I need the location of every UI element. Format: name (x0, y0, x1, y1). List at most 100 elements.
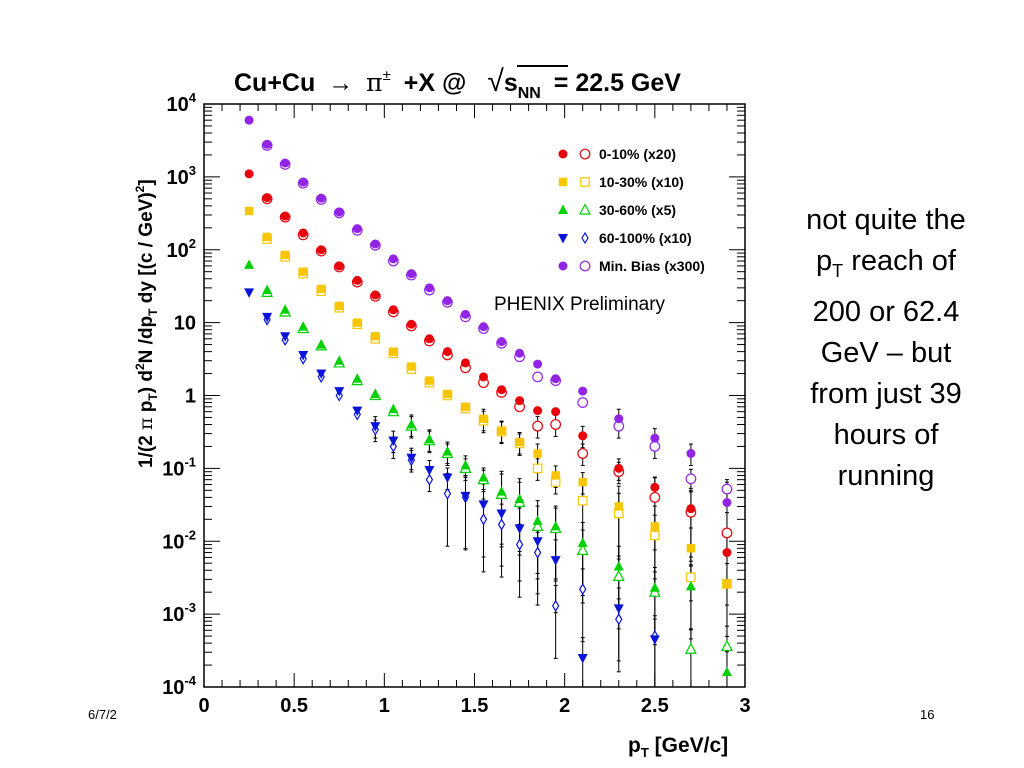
chart-title: Cu+Cu → π± +X @ √sNN = 22.5 GeV (234, 58, 681, 104)
data-point-open (721, 483, 733, 495)
data-point-filled (479, 414, 488, 423)
data-point-filled (686, 448, 696, 458)
data-point-filled (244, 169, 254, 179)
data-point-filled (650, 482, 660, 492)
data-point-open (576, 543, 589, 555)
data-point-open (685, 473, 697, 485)
data-point-filled (316, 193, 326, 203)
data-point-filled (406, 418, 417, 429)
data-point-open (531, 519, 544, 531)
data-point-filled (550, 520, 561, 531)
data-point-filled (370, 239, 380, 249)
data-point-filled (478, 471, 489, 482)
data-point-open (425, 473, 434, 486)
data-point-filled (262, 139, 272, 149)
data-point-filled (532, 515, 543, 525)
data-point-filled (650, 522, 660, 531)
data-point-filled (497, 337, 507, 347)
data-point-filled (497, 426, 506, 435)
y-tick-label: 103 (167, 163, 196, 189)
data-point-open (532, 371, 544, 383)
data-point-filled (298, 321, 309, 331)
data-point-filled (317, 284, 326, 294)
data-point-open (550, 419, 562, 430)
data-point-filled (685, 580, 696, 591)
data-point-filled (649, 635, 660, 645)
y-tick-label: 1 (185, 386, 196, 408)
data-point-filled (424, 283, 434, 293)
data-point-filled (442, 296, 452, 306)
plot-frame (203, 103, 746, 688)
data-point-filled (533, 449, 542, 458)
data-point-filled (334, 207, 344, 217)
phenix-preliminary-label: PHENIX Preliminary (494, 294, 666, 315)
data-point-open (515, 538, 524, 551)
legend-marker-filled (558, 149, 568, 159)
x-tick-label: 2 (559, 695, 570, 717)
y-tick-label: 104 (167, 90, 197, 116)
data-point-filled (335, 301, 344, 311)
data-point-filled (478, 500, 489, 510)
data-point-filled (613, 561, 624, 571)
data-point-filled (515, 437, 524, 447)
data-point-open (389, 440, 398, 453)
data-point-filled (352, 406, 363, 417)
data-point-filled (352, 373, 363, 383)
data-point-filled (578, 477, 587, 487)
data-point-filled (298, 177, 308, 187)
data-point-open (577, 495, 588, 506)
data-point-open (612, 569, 625, 581)
data-point-filled (649, 582, 660, 592)
data-point-filled (515, 348, 525, 358)
data-point-filled (424, 334, 434, 344)
data-point-filled (244, 115, 254, 125)
data-point-filled (460, 459, 471, 470)
data-point-open (649, 441, 661, 452)
x-axis-title: pT [GeV/c] (628, 734, 728, 760)
data-point-filled (479, 372, 489, 382)
data-point-filled (515, 396, 525, 406)
data-point-filled (578, 386, 588, 396)
y-tick-label: 102 (167, 236, 196, 262)
data-point-filled (370, 388, 381, 398)
data-point-filled (722, 579, 732, 589)
x-tick-label: 2.5 (641, 695, 669, 717)
data-point-open (615, 613, 623, 626)
data-point-filled (334, 387, 345, 397)
data-point-filled (496, 509, 507, 520)
data-point-filled (262, 193, 272, 203)
data-point-filled (353, 318, 362, 327)
legend-marker-open (579, 203, 591, 215)
data-point-filled (460, 358, 470, 368)
data-point-filled (650, 433, 660, 443)
data-point-filled (388, 403, 399, 414)
data-point-filled (280, 211, 290, 221)
legend-label: 30-60% (x5) (599, 202, 676, 218)
legend-marker-filled (558, 177, 568, 187)
data-point-filled (577, 654, 588, 664)
data-point-filled (388, 436, 399, 447)
data-point-filled (407, 362, 416, 371)
data-point-open (479, 513, 488, 526)
data-point-filled (388, 254, 398, 264)
legend-label: Min. Bias (x300) (599, 258, 705, 274)
data-point-filled (442, 446, 453, 456)
data-point-filled (298, 350, 309, 361)
data-point-filled (722, 548, 732, 558)
data-point-filled (614, 414, 624, 424)
data-point-open (533, 546, 542, 559)
data-point-filled (262, 232, 272, 242)
y-axis-title: 1/(2 π pT) d2N /dpT dy [(c / GeV)2] (133, 179, 160, 468)
data-point-filled (479, 322, 489, 332)
legend-marker-filled (558, 204, 568, 214)
legend-marker-open (579, 148, 591, 160)
data-point-open (551, 599, 560, 612)
data-point-filled (244, 288, 255, 298)
data-point-filled (316, 339, 327, 349)
y-tick-label: 10-3 (162, 600, 196, 626)
data-point-filled (406, 319, 416, 329)
data-point-open (686, 572, 696, 583)
data-point-filled (316, 369, 327, 380)
data-point-filled (406, 269, 416, 279)
